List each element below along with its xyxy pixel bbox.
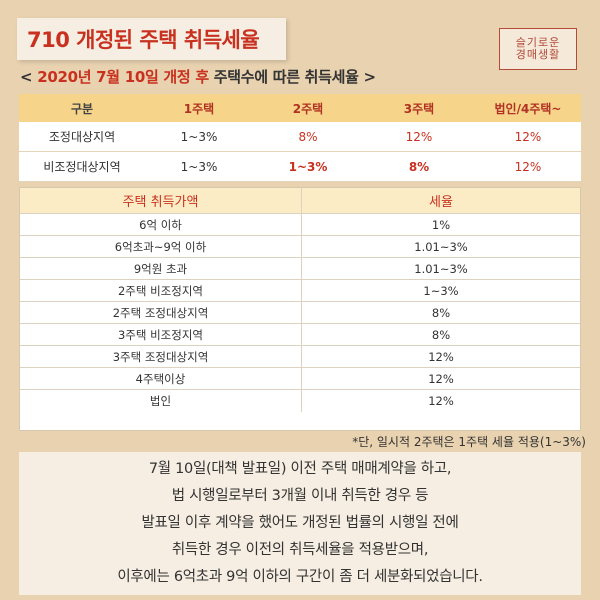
table-row: 9억원 초과 1.01~3% <box>20 258 580 280</box>
subtitle-prefix: < <box>20 68 38 86</box>
row-label: 조정대상지역 <box>48 130 116 144</box>
table-cell: 6억초과~9억 이하 <box>20 236 302 257</box>
explanation-line: 7월 10일(대책 발표일) 이전 주택 매매계약을 하고, <box>148 461 452 477</box>
table-cell: 1~3% <box>180 159 218 174</box>
column-header: 주택 취득가액 <box>20 188 302 213</box>
explanation-line: 이후에는 6억초과 9억 이하의 구간이 좀 더 세분화되었습니다. <box>117 569 483 585</box>
tax-rate-by-price-table: 주택 취득가액 세율 6억 이하 1% 6억초과~9억 이하 1.01~3% 9… <box>19 187 581 431</box>
explanation-line: 취득한 경우 이전의 취득세율을 적용받으며, <box>171 542 429 558</box>
table-cell: 2주택 조정대상지역 <box>20 302 302 323</box>
table-cell: 6억 이하 <box>20 214 302 235</box>
table-cell: 12% <box>428 394 454 408</box>
section-subtitle: < 2020년 7월 10일 개정 후 주택수에 따른 취득세율 > <box>20 66 376 87</box>
explanation-line: 발표일 이후 계약을 했어도 개정된 법률의 시행일 전에 <box>141 515 459 531</box>
logo: 슬기로운 경매생활 <box>499 28 577 70</box>
explanation-box: 7월 10일(대책 발표일) 이전 주택 매매계약을 하고, 법 시행일로부터 … <box>19 452 581 595</box>
table-cell: 8% <box>408 159 430 174</box>
table-cell: 9억원 초과 <box>20 258 302 279</box>
column-header: 3주택 <box>403 101 435 116</box>
subtitle-highlight: 2020년 7월 10일 개정 후 <box>37 68 209 86</box>
table-cell: 2주택 비조정지역 <box>20 280 302 301</box>
logo-line-2: 경매생활 <box>515 48 561 61</box>
column-header: 구분 <box>70 101 94 116</box>
table-cell: 1.01~3% <box>414 261 468 276</box>
table-cell: 1% <box>431 217 451 232</box>
table-cell: 12% <box>428 349 454 364</box>
table-row: 2주택 조정대상지역 8% <box>20 302 580 324</box>
row-label: 비조정대상지역 <box>43 160 121 174</box>
tax-rate-by-house-count-table: 구분 1주택 2주택 3주택 법인/4주택~ 조정대상지역 1~3% 8% 12… <box>19 94 581 182</box>
table-row: 6억초과~9억 이하 1.01~3% <box>20 236 580 258</box>
table-cell: 8% <box>298 129 318 144</box>
table-cell: 8% <box>431 305 451 320</box>
table-cell: 1~3% <box>288 159 328 174</box>
table-header-row: 주택 취득가액 세율 <box>20 188 580 214</box>
table-row: 4주택이상 12% <box>20 368 580 390</box>
table-cell: 12% <box>514 129 542 144</box>
table-cell: 3주택 비조정지역 <box>20 324 302 345</box>
table-cell: 1.01~3% <box>414 239 468 254</box>
table-row: 법인 12% <box>20 390 580 412</box>
table-cell: 1~3% <box>180 129 218 144</box>
table-row: 6억 이하 1% <box>20 214 580 236</box>
table-header-row: 구분 1주택 2주택 3주택 법인/4주택~ <box>19 94 581 122</box>
table-cell: 법인 <box>20 390 302 412</box>
subtitle-rest: 주택수에 따른 취득세율 > <box>208 68 376 86</box>
table-cell: 12% <box>428 371 454 386</box>
footnote: *단, 일시적 2주택은 1주택 세율 적용(1~3%) <box>352 435 586 449</box>
column-header: 2주택 <box>292 101 324 116</box>
logo-line-1: 슬기로운 <box>515 35 561 49</box>
table-row: 3주택 비조정지역 8% <box>20 324 580 346</box>
explanation-line: 법 시행일로부터 3개월 이내 취득한 경우 등 <box>171 488 429 504</box>
table-row: 3주택 조정대상지역 12% <box>20 346 580 368</box>
column-header: 세율 <box>429 195 453 210</box>
title-box: 710 개정된 주택 취득세율 <box>17 18 286 60</box>
table-cell: 12% <box>514 159 542 174</box>
column-header: 1주택 <box>183 101 215 116</box>
table-cell: 1~3% <box>423 283 459 298</box>
table-row: 2주택 비조정지역 1~3% <box>20 280 580 302</box>
table-cell: 8% <box>431 327 451 342</box>
page-title: 710 개정된 주택 취득세율 <box>27 28 260 52</box>
table-row: 조정대상지역 1~3% 8% 12% 12% <box>19 122 581 152</box>
table-cell: 12% <box>405 129 433 144</box>
table-cell: 3주택 조정대상지역 <box>20 346 302 367</box>
table-cell: 4주택이상 <box>20 368 302 389</box>
column-header: 법인/4주택~ <box>494 101 562 116</box>
table-row: 비조정대상지역 1~3% 1~3% 8% 12% <box>19 152 581 182</box>
